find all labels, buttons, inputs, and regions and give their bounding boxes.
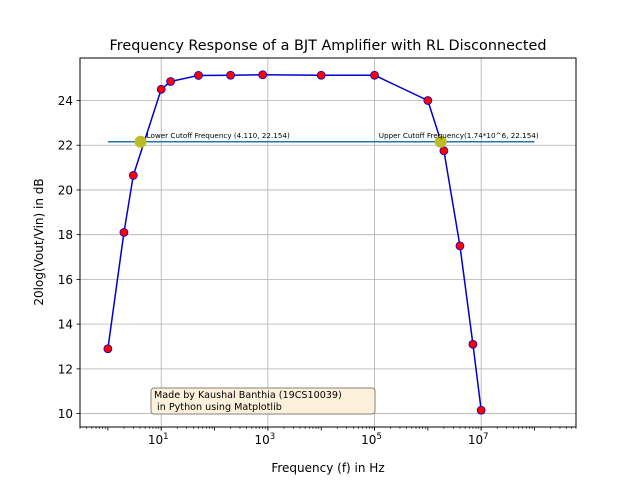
upper-cutoff-annotation: Upper Cutoff Frequency(1.74*10^6, 22.154…: [379, 131, 539, 140]
credit-box-frame: [150, 387, 376, 415]
credit-line-2: in Python using Matplotlib: [154, 402, 282, 413]
grid: [80, 58, 576, 427]
y-tick-label-0: 10: [58, 407, 73, 421]
x-axis-label: Frequency (f) in Hz: [271, 461, 384, 475]
series-layer: [103, 70, 535, 415]
data-point: [468, 339, 478, 349]
data-point: [455, 241, 465, 251]
data-point: [103, 344, 113, 354]
data-point: [226, 70, 235, 80]
data-point: [316, 70, 326, 80]
credit-line-1: Made by Kaushal Banthia (19CS10039): [154, 390, 342, 401]
data-point: [119, 228, 129, 237]
y-tick-label-1: 12: [58, 362, 73, 376]
y-tick-label-4: 18: [58, 228, 73, 242]
data-point: [194, 71, 203, 80]
annotation-layer: Lower Cutoff Frequency (4.110, 22.154) Up…: [147, 131, 539, 140]
plot-frame: [79, 57, 577, 428]
credit-box: Made by Kaushal Banthia (19CS10039) in P…: [150, 387, 376, 415]
data-point: [423, 96, 433, 105]
y-tick-label-5: 20: [58, 183, 73, 197]
y-axis-label: 20log(Vout/Vin) in dB: [32, 178, 46, 305]
data-point: [439, 146, 449, 156]
lower-cutoff-annotation: Lower Cutoff Frequency (4.110, 22.154): [147, 131, 290, 140]
data-point: [128, 171, 138, 180]
y-tick-label-6: 22: [58, 139, 73, 153]
data-point: [476, 405, 486, 415]
y-tick-label-3: 16: [58, 273, 73, 287]
y-tick-label-2: 14: [58, 318, 73, 332]
data-point: [156, 84, 166, 94]
y-tick-label-7: 24: [58, 94, 73, 108]
chart-title: Frequency Response of a BJT Amplifier wi…: [110, 38, 547, 54]
cutoff-point: [434, 135, 447, 148]
data-point: [166, 77, 176, 86]
data-point: [258, 70, 268, 80]
data-point: [370, 70, 379, 80]
cutoff-point: [134, 135, 147, 148]
